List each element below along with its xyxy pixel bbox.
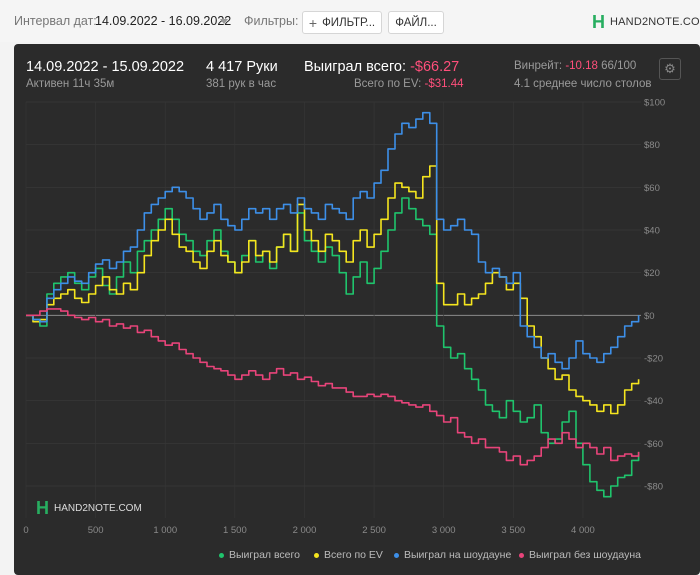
y-tick-label: -$40 bbox=[644, 396, 663, 407]
y-tick-label: -$20 bbox=[644, 354, 663, 365]
graph-chart: 0 500 1 000 1 500 2 000 2 500 3 000 3 500 4 000 … bbox=[23, 98, 665, 537]
plus-icon: + bbox=[308, 14, 318, 31]
files-button[interactable]: ФАЙЛ... bbox=[388, 11, 444, 34]
logo-icon: H bbox=[592, 11, 605, 32]
winrate: Винрейт: -10.18 66/100 bbox=[514, 60, 636, 72]
ev-total-value: -$31.44 bbox=[424, 78, 464, 90]
legend-ev[interactable]: Всего по EV bbox=[314, 549, 383, 561]
series-line-3 bbox=[26, 308, 640, 466]
filter-button-label: ФИЛЬТР... bbox=[322, 16, 376, 29]
legend-won-label: Выиграл всего bbox=[229, 549, 300, 561]
chevron-down-icon[interactable] bbox=[220, 19, 228, 24]
won-total-label: Выиграл всего: bbox=[304, 59, 407, 75]
toolbar: Интервал дат: 14.09.2022 - 16.09.2022 Фи… bbox=[0, 0, 700, 42]
x-tick-label: 2 500 bbox=[362, 525, 386, 536]
date-range-label: Интервал дат: bbox=[14, 14, 97, 28]
y-tick-label: $100 bbox=[644, 98, 665, 109]
logo-text: HAND2NOTE.COM bbox=[610, 16, 700, 28]
legend-ev-label: Всего по EV bbox=[324, 549, 383, 561]
winrate-value: -10.18 bbox=[565, 60, 598, 72]
watermark-icon: H bbox=[36, 498, 49, 518]
x-tick-label: 1 500 bbox=[223, 525, 247, 536]
x-tick-label: 3 000 bbox=[432, 525, 456, 536]
y-tick-label: $0 bbox=[644, 311, 655, 322]
winrate-label: Винрейт: bbox=[514, 60, 563, 72]
x-tick-label: 1 000 bbox=[153, 525, 177, 536]
filters-label: Фильтры: bbox=[244, 14, 299, 28]
x-tick-label: 0 bbox=[23, 525, 28, 536]
legend-nonshowdown-label: Выиграл без шоудауна bbox=[529, 549, 641, 561]
legend-nonshowdown[interactable]: Выиграл без шоудауна bbox=[519, 549, 641, 561]
x-axis-labels: 0 500 1 000 1 500 2 000 2 500 3 000 3 500 4 000 bbox=[23, 525, 594, 536]
legend-showdown-label: Выиграл на шоудауне bbox=[404, 549, 512, 561]
legend-won-dot bbox=[219, 552, 224, 558]
chart-series bbox=[26, 111, 640, 498]
legend-showdown-dot bbox=[394, 552, 399, 558]
x-tick-label: 2 000 bbox=[293, 525, 317, 536]
x-tick-label: 3 500 bbox=[501, 525, 525, 536]
legend-won[interactable]: Выиграл всего bbox=[219, 549, 300, 561]
y-tick-label: -$60 bbox=[644, 439, 663, 450]
y-tick-label: $20 bbox=[644, 268, 660, 279]
app-logo: H HAND2NOTE.COM bbox=[592, 11, 700, 33]
legend-ev-dot bbox=[314, 552, 319, 558]
filter-button[interactable]: + ФИЛЬТР... bbox=[302, 11, 382, 34]
ev-total-label: Всего по EV: bbox=[354, 78, 422, 90]
won-total-value: -$66.27 bbox=[410, 59, 460, 75]
winrate-unit: 66/100 bbox=[601, 60, 637, 72]
files-button-label: ФАЙЛ... bbox=[395, 16, 437, 29]
legend-showdown[interactable]: Выиграл на шоудауне bbox=[394, 549, 511, 561]
watermark: H HAND2NOTE.COM bbox=[36, 498, 142, 519]
won-total: Выиграл всего: -$66.27 bbox=[304, 59, 459, 75]
hands-per-hour: 381 рук в час bbox=[206, 78, 277, 90]
graph-panel: 14.09.2022 - 15.09.2022 Активен 11ч 35м … bbox=[14, 44, 700, 575]
y-tick-label: -$80 bbox=[644, 482, 663, 493]
range-title: 14.09.2022 - 15.09.2022 bbox=[26, 59, 185, 75]
gear-icon[interactable]: ⚙ bbox=[659, 58, 681, 80]
y-tick-label: $80 bbox=[644, 140, 660, 151]
tables-avg: 4.1 среднее число столов bbox=[514, 78, 652, 90]
y-tick-label: $40 bbox=[644, 226, 660, 237]
series-line-0 bbox=[26, 197, 640, 498]
watermark-text: HAND2NOTE.COM bbox=[54, 503, 142, 514]
y-axis-labels: $100 $80 $60 $40 $20 $0 -$20 -$40 -$60 -$80 bbox=[644, 98, 665, 493]
y-tick-label: $60 bbox=[644, 183, 660, 194]
chart-grid bbox=[25, 101, 641, 518]
ev-total: Всего по EV: -$31.44 bbox=[354, 78, 464, 90]
x-tick-label: 4 000 bbox=[571, 525, 595, 536]
active-time: Активен 11ч 35м bbox=[26, 78, 115, 90]
x-tick-label: 500 bbox=[88, 525, 104, 536]
series-line-2 bbox=[26, 111, 640, 370]
legend-nonshowdown-dot bbox=[519, 552, 524, 558]
date-range-select[interactable]: 14.09.2022 - 16.09.2022 bbox=[95, 14, 232, 28]
hands-count: 4 417 Руки bbox=[206, 59, 278, 75]
series-line-1 bbox=[26, 165, 640, 415]
